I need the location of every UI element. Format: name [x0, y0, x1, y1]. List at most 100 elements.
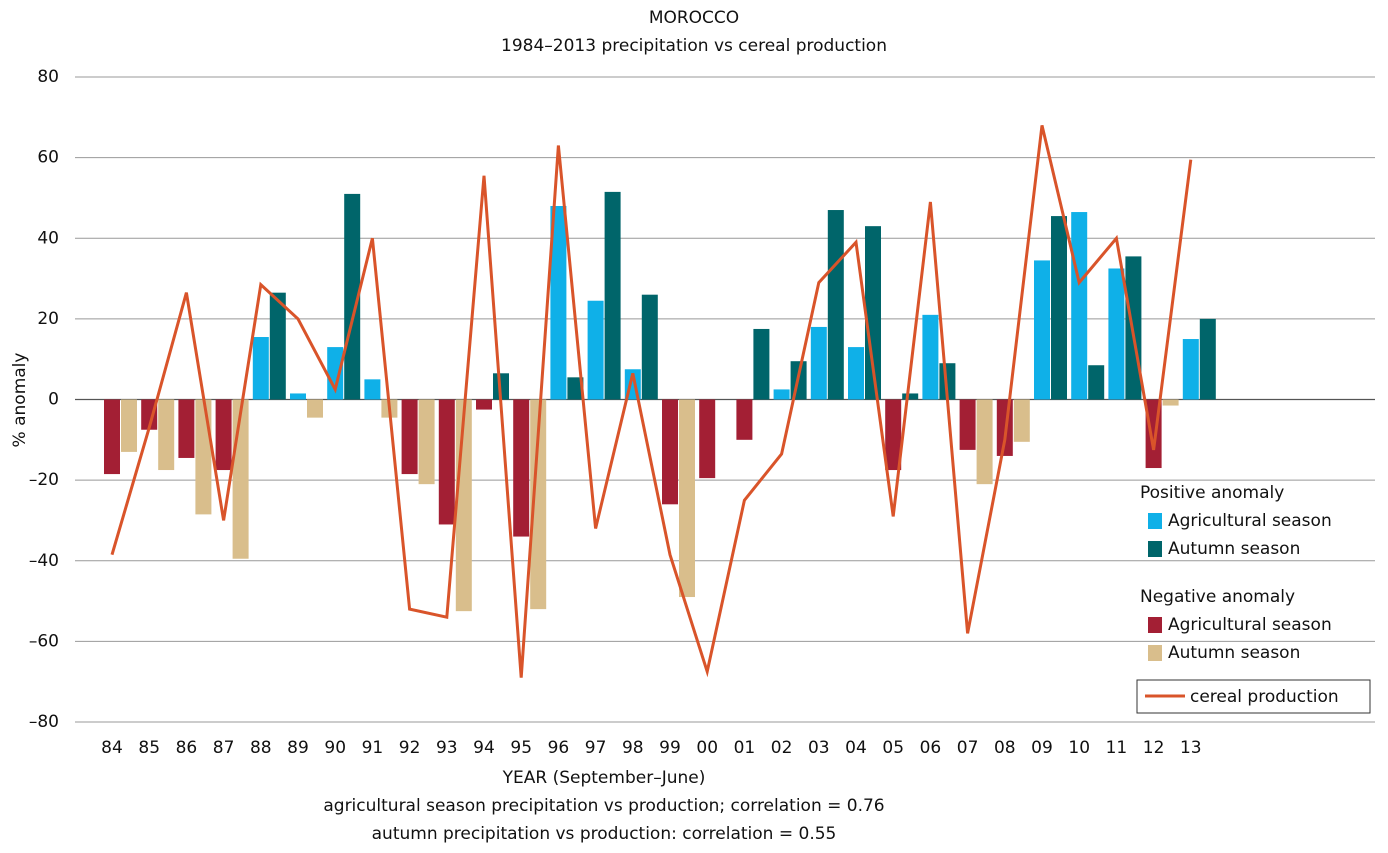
chart-subtitle: 1984–2013 precipitation vs cereal produc… — [501, 36, 887, 56]
bar — [1013, 399, 1030, 442]
x-tick-label: 89 — [287, 738, 309, 758]
bar — [699, 399, 716, 479]
legend-swatch — [1148, 513, 1162, 529]
x-tick-label: 90 — [324, 738, 346, 758]
bar — [269, 292, 286, 400]
bar — [959, 399, 976, 450]
bar — [232, 399, 249, 559]
chart-title: MOROCCO — [649, 8, 739, 28]
x-tick-label: 00 — [696, 738, 718, 758]
bar — [753, 328, 770, 400]
bar — [1108, 268, 1125, 400]
bar — [865, 226, 881, 400]
legend-label: Autumn season — [1168, 643, 1300, 663]
bar — [848, 347, 864, 400]
x-tick-label: 02 — [771, 738, 793, 758]
x-tick-label: 06 — [920, 738, 942, 758]
bar — [662, 399, 678, 505]
y-tick-label: 60 — [37, 148, 59, 168]
x-axis-label: YEAR (September–June) — [502, 768, 706, 788]
bar — [587, 300, 604, 400]
x-tick-label: 05 — [882, 738, 904, 758]
bar — [513, 399, 530, 537]
x-tick-label: 95 — [510, 738, 532, 758]
x-tick-label: 85 — [138, 738, 160, 758]
legend-group-title: Positive anomaly — [1140, 483, 1284, 503]
bar — [736, 399, 753, 440]
bar — [939, 363, 956, 400]
y-tick-label: –60 — [29, 631, 59, 651]
bar — [344, 193, 361, 400]
bar — [902, 393, 919, 400]
y-axis-label: % anomaly — [10, 353, 30, 448]
x-tick-label: 13 — [1180, 738, 1202, 758]
bar — [307, 399, 323, 418]
bar — [550, 206, 567, 400]
bar — [290, 393, 306, 400]
y-tick-label: 80 — [37, 67, 59, 87]
bar — [121, 399, 137, 452]
bar — [1162, 399, 1179, 406]
legend-label: Agricultural season — [1168, 511, 1332, 531]
legend-box — [1136, 679, 1371, 714]
legend-label: Autumn season — [1168, 539, 1300, 559]
legend-swatch — [1148, 541, 1162, 557]
bar — [401, 399, 418, 475]
bar — [885, 399, 902, 471]
legend-label: cereal production — [1190, 687, 1339, 707]
x-tick-label: 94 — [473, 738, 495, 758]
bar — [195, 399, 212, 515]
x-tick-label: 08 — [994, 738, 1016, 758]
x-tick-label: 84 — [101, 738, 123, 758]
bar — [141, 399, 158, 430]
legend-swatch — [1148, 645, 1162, 661]
legend-swatch — [1148, 617, 1162, 633]
y-tick-label: –40 — [29, 551, 59, 571]
x-tick-label: 91 — [362, 738, 384, 758]
x-tick-label: 92 — [399, 738, 421, 758]
x-tick-label: 07 — [957, 738, 979, 758]
x-tick-label: 93 — [436, 738, 458, 758]
x-tick-label: 09 — [1031, 738, 1053, 758]
legend-group-title: Negative anomaly — [1140, 587, 1295, 607]
bar — [976, 399, 993, 485]
bar — [1034, 260, 1050, 400]
bar — [215, 399, 232, 471]
x-tick-label: 87 — [213, 738, 235, 758]
bar — [1051, 216, 1067, 400]
bar — [1088, 365, 1105, 400]
y-tick-label: 0 — [48, 390, 59, 410]
bar — [530, 399, 547, 610]
bar — [1182, 339, 1199, 400]
x-tick-label: 11 — [1106, 738, 1128, 758]
line — [110, 125, 1193, 678]
bar — [178, 399, 195, 458]
bar — [641, 294, 658, 400]
bar — [567, 377, 584, 400]
bar — [327, 347, 344, 400]
x-tick-label: 88 — [250, 738, 272, 758]
note: agricultural season precipitation vs pro… — [323, 796, 884, 816]
x-tick-label: 01 — [734, 738, 756, 758]
x-tick-label: 86 — [176, 738, 198, 758]
bar — [438, 399, 455, 525]
bar — [158, 399, 175, 471]
y-tick-label: 20 — [37, 309, 59, 329]
legend-label: Agricultural season — [1168, 615, 1332, 635]
y-tick-label: –80 — [29, 712, 59, 732]
bar — [476, 399, 492, 410]
bar — [773, 389, 790, 400]
y-tick-label: 40 — [37, 228, 59, 248]
x-tick-label: 12 — [1143, 738, 1165, 758]
x-tick-label: 04 — [845, 738, 867, 758]
x-tick-label: 97 — [585, 738, 607, 758]
bar — [364, 379, 381, 400]
bar — [827, 210, 844, 400]
bar — [604, 191, 621, 400]
bar — [104, 399, 120, 475]
bar — [810, 326, 827, 400]
bar — [679, 399, 695, 598]
bar — [1071, 212, 1088, 400]
bar — [418, 399, 435, 485]
